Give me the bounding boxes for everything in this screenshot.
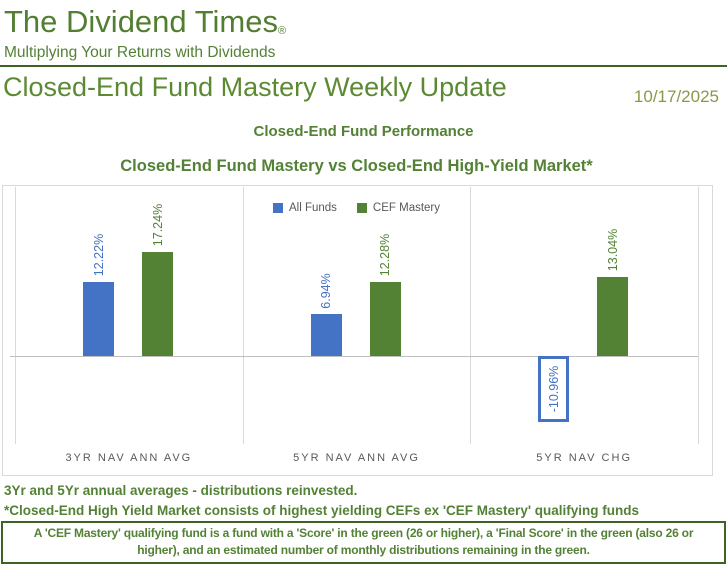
category-gridline [470,187,472,444]
category-axis-label: 5YR NAV ANN AVG [293,452,420,464]
category-gridline [15,187,16,444]
legend-swatch-green-icon [356,203,367,213]
bar-cef-mastery [597,276,629,356]
chart-title: Closed-End Fund Mastery vs Closed-End Hi… [120,157,593,175]
legend-item-cef-mastery: CEF Mastery [356,202,441,214]
bar-value-label: -10.96% [546,365,561,413]
category-gridline [242,187,244,444]
chart-area-border [2,185,713,476]
category-gridline [698,187,699,444]
brand-title-text: The Dividend Times [4,4,278,39]
registered-trademark-icon: ® [277,25,287,37]
bar-value-label: 17.24% [150,203,165,247]
brand-title: The Dividend Times® [4,4,286,40]
bar-value-label: 12.28% [378,233,393,277]
bar-value-label: 6.94% [319,272,334,309]
bar-value-label: 13.04% [605,229,620,272]
header-divider [0,65,727,67]
qualifying-fund-note-text: A 'CEF Mastery' qualifying fund is a fun… [33,526,694,558]
bar-all-funds [310,313,342,356]
page-title: Closed-End Fund Mastery Weekly Update [3,72,507,102]
issue-date: 10/17/2025 [633,87,719,106]
zero-axis-line [10,356,698,357]
bar-cef-mastery [369,281,401,356]
category-axis-label: 5YR NAV CHG [536,452,633,464]
footnote-market-definition: *Closed-End High Yield Market consists o… [4,503,640,518]
legend-label: CEF Mastery [372,202,441,214]
category-axis-label: 3YR NAV ANN AVG [65,452,193,464]
brand-tagline: Multiplying Your Returns with Dividends [4,44,276,61]
bar-all-funds [538,356,570,423]
legend-item-all-funds: All Funds [272,202,337,214]
bar-cef-mastery [142,251,173,356]
bar-value-label: 12.22% [91,234,106,277]
legend-label: All Funds [288,202,337,214]
bar-all-funds [83,281,114,356]
section-heading: Closed-End Fund Performance [253,123,474,140]
legend-swatch-blue-icon [272,203,283,213]
qualifying-fund-note-box: A 'CEF Mastery' qualifying fund is a fun… [1,521,726,564]
footnote-averages: 3Yr and 5Yr annual averages - distributi… [4,483,358,498]
chart-legend: All Funds CEF Mastery [0,202,713,214]
